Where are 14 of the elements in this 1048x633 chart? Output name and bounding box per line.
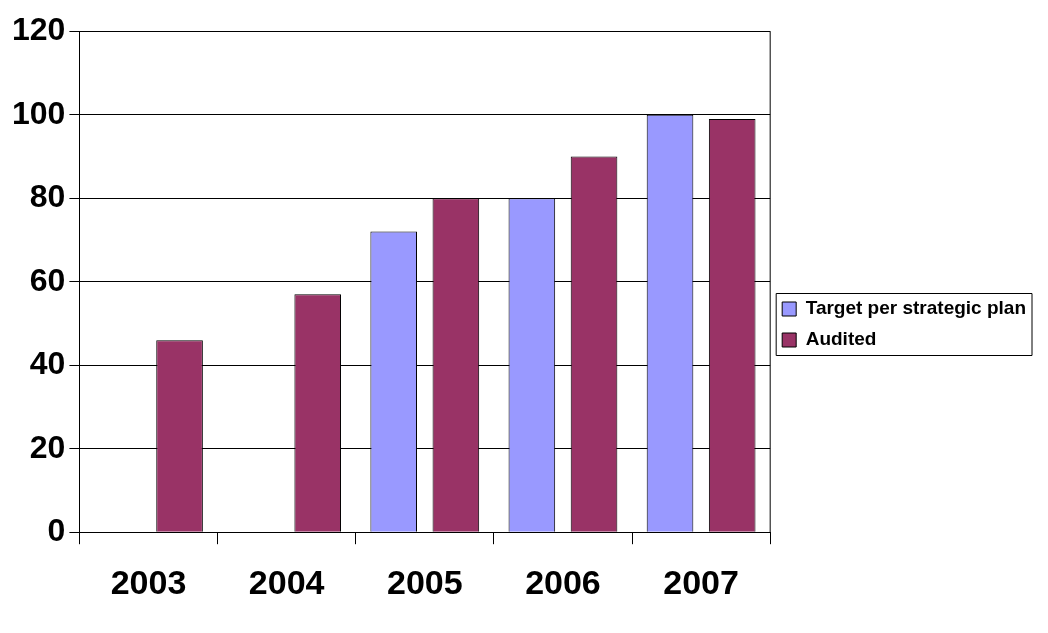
y-tick-label: 40 — [29, 345, 66, 382]
x-tick-label: 2003 — [110, 562, 187, 601]
x-tick-label: 2007 — [663, 562, 739, 601]
y-tick-label: 100 — [12, 94, 66, 131]
x-tick-label: 2004 — [248, 562, 325, 601]
legend-label: Audited — [805, 328, 877, 350]
y-tick-label: 80 — [29, 178, 66, 215]
x-tick-label: 2006 — [525, 562, 601, 601]
y-tick-label: 0 — [47, 512, 66, 549]
legend-label: Target per strategic plan — [805, 297, 1027, 319]
x-tick-label: 2005 — [386, 562, 463, 601]
y-tick-label: 60 — [29, 261, 66, 298]
y-tick-label: 120 — [12, 11, 66, 48]
y-tick-label: 20 — [29, 428, 66, 465]
